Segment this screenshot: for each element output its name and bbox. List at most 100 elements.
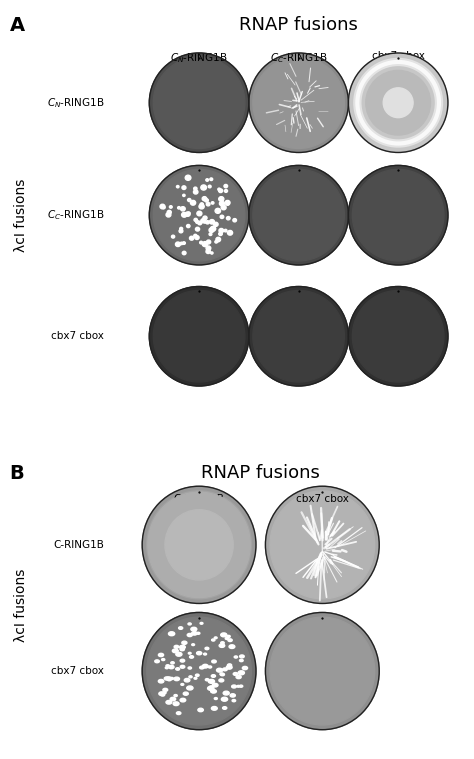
Circle shape	[187, 212, 190, 215]
Circle shape	[208, 185, 211, 187]
Circle shape	[202, 197, 207, 200]
Circle shape	[180, 228, 182, 230]
Circle shape	[158, 679, 164, 683]
Circle shape	[173, 649, 178, 653]
Circle shape	[212, 660, 216, 663]
Circle shape	[217, 668, 223, 672]
Circle shape	[215, 241, 218, 243]
Circle shape	[162, 206, 165, 209]
Circle shape	[223, 691, 229, 695]
Circle shape	[187, 225, 190, 228]
Circle shape	[203, 653, 207, 655]
Circle shape	[188, 652, 191, 654]
Circle shape	[170, 678, 173, 679]
Circle shape	[197, 651, 202, 655]
Ellipse shape	[149, 53, 249, 153]
Circle shape	[194, 187, 197, 191]
Ellipse shape	[383, 88, 413, 118]
Circle shape	[191, 200, 196, 205]
Circle shape	[191, 631, 197, 635]
Circle shape	[208, 666, 211, 668]
Ellipse shape	[348, 286, 448, 386]
Circle shape	[210, 686, 213, 688]
Circle shape	[190, 656, 193, 658]
Circle shape	[214, 222, 218, 226]
Circle shape	[221, 205, 226, 209]
Circle shape	[202, 664, 208, 668]
Circle shape	[203, 216, 207, 220]
Circle shape	[182, 242, 185, 244]
Circle shape	[188, 667, 191, 669]
Circle shape	[211, 202, 214, 204]
Ellipse shape	[349, 54, 447, 152]
Ellipse shape	[253, 57, 345, 149]
Text: RNAP fusions: RNAP fusions	[201, 464, 320, 482]
Circle shape	[206, 178, 209, 181]
Circle shape	[160, 204, 165, 209]
Circle shape	[233, 219, 237, 222]
Circle shape	[187, 686, 193, 690]
Text: cbx7 cbox: cbx7 cbox	[51, 666, 104, 676]
Circle shape	[209, 228, 214, 232]
Circle shape	[174, 645, 179, 648]
Circle shape	[218, 188, 220, 191]
Circle shape	[208, 679, 215, 683]
Circle shape	[221, 641, 224, 644]
Ellipse shape	[153, 169, 245, 261]
Ellipse shape	[148, 492, 250, 597]
Circle shape	[164, 677, 169, 680]
Circle shape	[167, 678, 172, 681]
Circle shape	[166, 213, 171, 217]
Circle shape	[205, 199, 208, 201]
Circle shape	[229, 645, 235, 648]
Circle shape	[211, 675, 216, 677]
Circle shape	[166, 665, 169, 667]
Circle shape	[194, 219, 197, 222]
Ellipse shape	[147, 491, 251, 599]
Ellipse shape	[352, 57, 444, 149]
Circle shape	[198, 708, 203, 712]
Ellipse shape	[165, 510, 233, 580]
Ellipse shape	[149, 286, 249, 386]
Circle shape	[238, 671, 245, 675]
Circle shape	[194, 677, 197, 679]
Circle shape	[227, 216, 230, 220]
Circle shape	[190, 236, 194, 240]
Ellipse shape	[249, 286, 348, 386]
Circle shape	[169, 206, 172, 208]
Circle shape	[181, 684, 184, 685]
Circle shape	[224, 184, 228, 187]
Circle shape	[182, 641, 187, 644]
Text: $C_C$-RING1B: $C_C$-RING1B	[270, 51, 328, 65]
Circle shape	[180, 648, 184, 650]
Text: B: B	[9, 464, 24, 483]
Circle shape	[210, 226, 216, 231]
Ellipse shape	[253, 169, 345, 261]
Circle shape	[180, 698, 186, 702]
Circle shape	[239, 685, 243, 687]
Circle shape	[212, 683, 218, 687]
Ellipse shape	[270, 617, 374, 725]
Text: cbx7 cbox: cbx7 cbox	[372, 51, 425, 61]
Text: $C_N$-RING1B: $C_N$-RING1B	[46, 96, 104, 109]
Circle shape	[219, 201, 224, 206]
Circle shape	[158, 653, 164, 657]
Ellipse shape	[352, 169, 444, 261]
Circle shape	[191, 627, 197, 631]
Circle shape	[166, 677, 171, 680]
Ellipse shape	[348, 165, 448, 265]
Circle shape	[184, 679, 190, 682]
Circle shape	[180, 242, 183, 244]
Text: $C_C$-RING1B: $C_C$-RING1B	[47, 208, 104, 222]
Ellipse shape	[253, 291, 345, 382]
Circle shape	[223, 668, 227, 671]
Circle shape	[219, 189, 223, 193]
Circle shape	[179, 229, 183, 233]
Circle shape	[159, 691, 165, 695]
Circle shape	[187, 634, 192, 637]
Circle shape	[224, 229, 227, 232]
Circle shape	[176, 652, 182, 657]
Circle shape	[223, 707, 227, 710]
Circle shape	[162, 659, 165, 660]
Circle shape	[214, 637, 217, 639]
